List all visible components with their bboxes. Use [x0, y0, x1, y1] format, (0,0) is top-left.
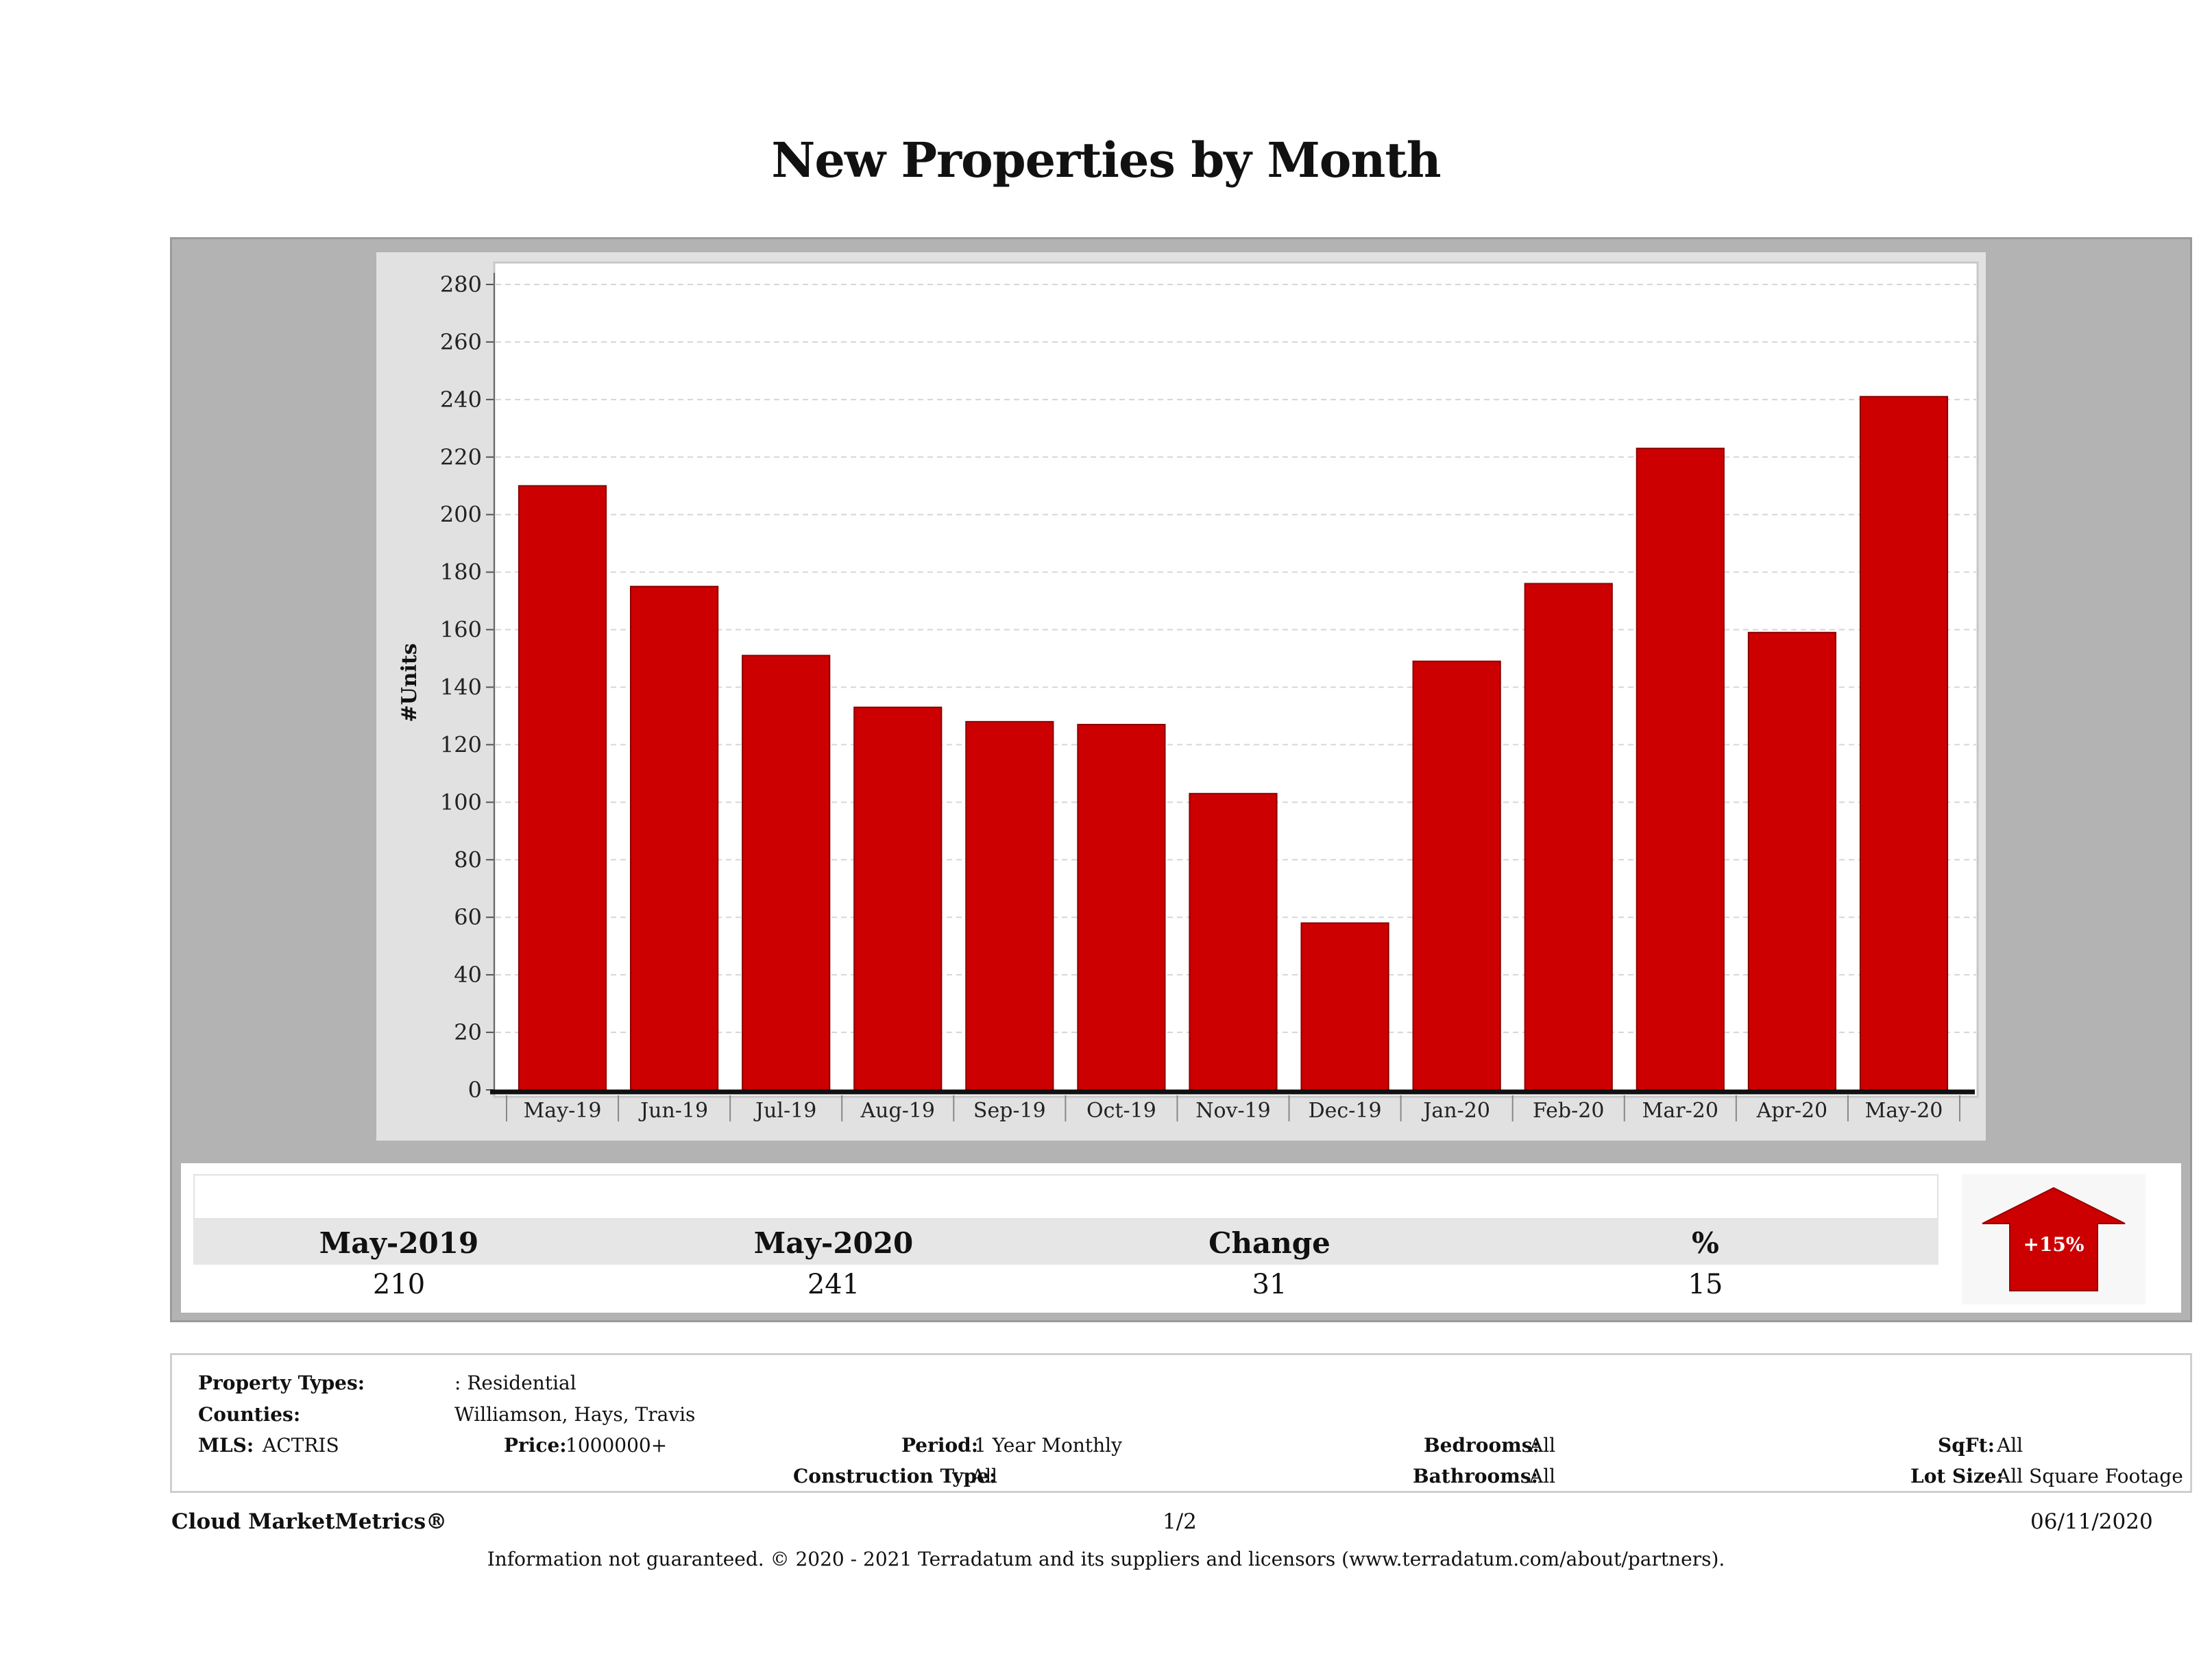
bar-Dec-19: [1300, 922, 1389, 1091]
summary-value-current-period: 241: [807, 1269, 860, 1300]
summary-header-percent: %: [1692, 1226, 1719, 1260]
bar-Jan-20: [1412, 660, 1501, 1091]
summary-value-percent: 15: [1688, 1269, 1723, 1300]
x-tick-label: Jun-19: [638, 1099, 708, 1123]
y-tick-label: 200: [440, 502, 482, 528]
y-tick-label: 100: [440, 789, 482, 815]
bar-Jul-19: [742, 655, 831, 1091]
summary-header-change: Change: [1208, 1226, 1330, 1260]
x-tick-label: Aug-19: [860, 1099, 936, 1123]
y-tick-label: 260: [440, 329, 482, 355]
summary-value-change: 31: [1252, 1269, 1287, 1300]
disclaimer: Information not guaranteed. © 2020 - 202…: [487, 1548, 1725, 1570]
y-tick-label: 40: [454, 962, 482, 988]
y-tick-label: 120: [440, 731, 482, 757]
change-badge-text: +15%: [2023, 1233, 2084, 1256]
bar-Oct-19: [1077, 724, 1166, 1091]
bathrooms-label: Bathrooms:: [1413, 1465, 1538, 1487]
bar-May-19: [518, 485, 607, 1091]
bar-May-20: [1859, 396, 1949, 1091]
mls-label: MLS:: [198, 1434, 254, 1457]
chart-area: 0 20 40 60 80 100 120 140 160 180 200 220 240 260 280 M…: [376, 252, 1986, 1141]
x-tick-label: May-20: [1865, 1099, 1943, 1123]
up-arrow-icon: +15%: [1982, 1187, 2126, 1291]
price-label: Price:: [504, 1434, 567, 1457]
summary-value-row: 210 241 31 15: [193, 1265, 1938, 1304]
x-tick-label: Nov-19: [1195, 1099, 1271, 1123]
counties-value: Williamson, Hays, Travis: [454, 1403, 696, 1426]
bars: [518, 396, 1949, 1091]
bar-Apr-20: [1747, 631, 1836, 1091]
y-tick-label: 160: [440, 617, 482, 643]
y-tick-label: 240: [440, 387, 482, 413]
summary-panel: May-2019 May-2020 Change % 210 241 31 15…: [181, 1163, 2181, 1313]
property-types-label: Property Types:: [198, 1372, 365, 1394]
property-types-value: : Residential: [454, 1372, 576, 1394]
bar-chart: 0 20 40 60 80 100 120 140 160 180 200 220 240 260 280 M…: [398, 261, 1979, 1123]
y-tick-label: 80: [454, 847, 482, 873]
bathrooms-value: All: [1529, 1465, 1556, 1487]
page-number: 1/2: [1163, 1509, 1197, 1534]
x-tick-label: Apr-20: [1756, 1099, 1828, 1123]
bedrooms-label: Bedrooms:: [1424, 1434, 1540, 1457]
bar-Aug-19: [853, 706, 943, 1091]
mls-value: ACTRIS: [263, 1434, 339, 1457]
price-value: 1000000+: [566, 1434, 668, 1457]
y-tick-label: 220: [440, 444, 482, 470]
y-tick-label: 20: [454, 1019, 482, 1045]
summary-header-prev-period: May-2019: [319, 1226, 479, 1260]
y-tick-label: 60: [454, 904, 482, 930]
bar-Sep-19: [965, 720, 1054, 1091]
summary-header-row: May-2019 May-2020 Change %: [193, 1219, 1938, 1265]
construction-type-label: Construction Type:: [793, 1465, 997, 1487]
lot-size-label: Lot Size:: [1910, 1465, 2004, 1487]
criteria-panel: Property Types: : Residential Counties: …: [170, 1353, 2192, 1493]
y-axis-title: #Units: [398, 643, 422, 722]
x-tick-label: Oct-19: [1086, 1099, 1156, 1123]
sqft-value: All: [1997, 1434, 2023, 1457]
summary-header-current-period: May-2020: [753, 1226, 914, 1260]
x-tick-label: Jan-20: [1421, 1099, 1490, 1123]
bar-Feb-20: [1524, 583, 1613, 1091]
y-tick-label: 0: [468, 1077, 482, 1103]
change-indicator: +15%: [1962, 1174, 2146, 1304]
bedrooms-value: All: [1529, 1434, 1556, 1457]
y-tick-label: 180: [440, 559, 482, 585]
x-tick-label: May-19: [524, 1099, 602, 1123]
counties-label: Counties:: [198, 1403, 301, 1426]
x-tick-label: Jul-19: [753, 1099, 816, 1123]
x-tick-label: Mar-20: [1642, 1099, 1718, 1123]
report-date: 06/11/2020: [2030, 1509, 2153, 1534]
y-tick-label: 140: [440, 674, 482, 701]
y-tick-label: 280: [440, 271, 482, 297]
summary-band: [193, 1174, 1938, 1219]
sqft-label: SqFt:: [1938, 1434, 1995, 1457]
bar-Nov-19: [1189, 792, 1278, 1091]
period-label: Period:: [901, 1434, 979, 1457]
axes: 0 20 40 60 80 100 120 140 160 180 200 220 240 260 280 M…: [440, 271, 1975, 1123]
page-title: New Properties by Month: [771, 132, 1441, 189]
bar-Mar-20: [1636, 448, 1725, 1091]
x-tick-label: Feb-20: [1533, 1099, 1604, 1123]
x-tick-label: Sep-19: [973, 1099, 1046, 1123]
construction-type-value: All: [971, 1465, 998, 1487]
period-value: 1 Year Monthly: [974, 1434, 1122, 1457]
bar-Jun-19: [630, 585, 719, 1091]
lot-size-value: All Square Footage: [1997, 1465, 2183, 1487]
brand-name: Cloud MarketMetrics®: [171, 1509, 448, 1534]
x-tick-label: Dec-19: [1309, 1099, 1382, 1123]
summary-value-prev-period: 210: [372, 1269, 426, 1300]
